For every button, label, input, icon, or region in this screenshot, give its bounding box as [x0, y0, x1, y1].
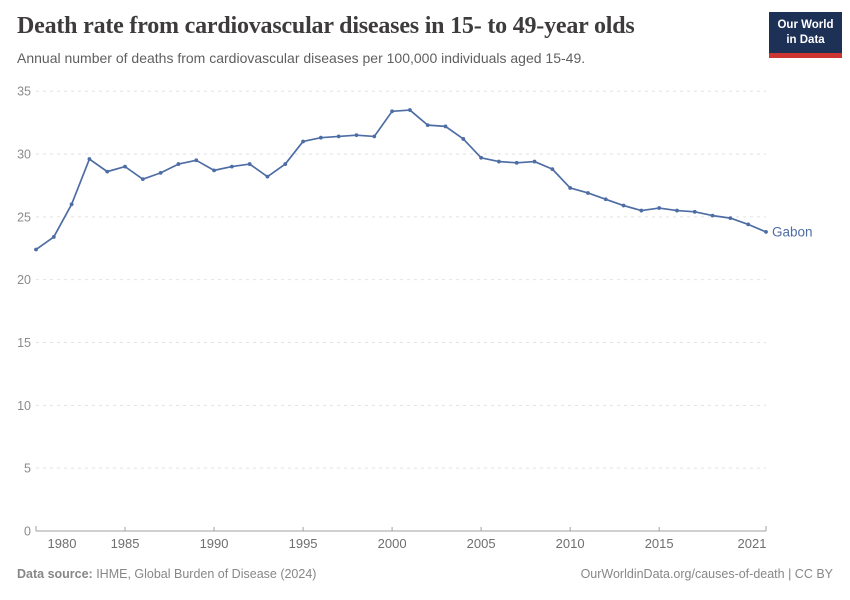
data-point[interactable] [194, 158, 199, 163]
y-axis-tick-label: 15 [17, 336, 31, 350]
y-axis-tick-label: 25 [17, 210, 31, 224]
data-point[interactable] [443, 124, 448, 129]
chart-subtitle: Annual number of deaths from cardiovascu… [17, 50, 586, 66]
owid-logo[interactable]: Our World in Data [769, 12, 842, 58]
data-point[interactable] [675, 208, 679, 213]
data-source-value: IHME, Global Burden of Disease (2024) [92, 567, 317, 581]
data-point[interactable] [372, 134, 377, 139]
data-point[interactable] [212, 168, 216, 173]
x-axis-tick-label: 1995 [289, 536, 318, 551]
data-point[interactable] [176, 162, 181, 166]
data-point[interactable] [728, 216, 733, 221]
y-axis-tick-label: 30 [17, 148, 31, 162]
data-point[interactable] [354, 133, 359, 138]
logo-line-2: in Data [786, 33, 825, 46]
x-axis-tick-label: 2010 [556, 536, 585, 551]
y-axis-tick-label: 20 [17, 273, 31, 287]
data-point[interactable] [532, 159, 537, 164]
x-axis-tick-label: 2000 [378, 536, 407, 551]
data-point[interactable] [586, 191, 590, 195]
y-axis-tick-label: 0 [24, 525, 31, 539]
x-axis-tick-label: 1990 [200, 536, 229, 551]
data-point[interactable] [461, 137, 466, 141]
line-chart-canvas: 0 5 10 15 20 25 30 35 1980 1985 1990 1995 2000 2005 20… [17, 85, 813, 551]
data-point[interactable] [639, 208, 644, 213]
data-point[interactable] [336, 134, 341, 139]
data-point[interactable] [408, 108, 412, 112]
page-title: Death rate from cardiovascular diseases … [17, 13, 635, 39]
data-point[interactable] [692, 209, 697, 214]
data-point[interactable] [283, 162, 288, 166]
data-point[interactable] [34, 247, 38, 252]
x-axis-tick-label: 2015 [645, 536, 674, 551]
footer-link[interactable]: OurWorldinData.org/causes-of-death | CC … [580, 567, 833, 581]
data-point[interactable] [265, 174, 270, 179]
y-axis-tick-label: 10 [17, 399, 31, 413]
data-point[interactable] [497, 159, 501, 164]
data-point[interactable] [301, 139, 305, 144]
data-point[interactable] [764, 230, 768, 234]
gabon-trend-line[interactable] [35, 109, 767, 251]
data-point[interactable] [514, 160, 519, 165]
data-point[interactable] [568, 186, 573, 190]
data-source-label: Data source: [17, 567, 93, 581]
x-axis-tick-label: 2005 [467, 536, 496, 551]
x-axis-tick-label: 1985 [111, 536, 140, 551]
data-point[interactable] [746, 222, 751, 227]
data-point[interactable] [657, 206, 662, 210]
data-point[interactable] [318, 135, 323, 140]
data-point[interactable] [105, 169, 110, 174]
data-point[interactable] [69, 202, 74, 207]
data-point[interactable] [51, 235, 56, 239]
data-point[interactable] [603, 197, 608, 202]
x-axis-tick-label: 1980 [48, 536, 77, 551]
data-point[interactable] [479, 155, 484, 160]
x-axis-tick-label: 2021 [738, 536, 767, 551]
data-point[interactable] [390, 109, 394, 114]
data-point[interactable] [140, 177, 145, 182]
data-point[interactable] [425, 123, 430, 128]
y-axis-tick-label: 5 [24, 462, 31, 476]
data-source-text: Data source: IHME, Global Burden of Dise… [17, 567, 316, 581]
data-point[interactable] [123, 164, 127, 169]
data-point[interactable] [247, 162, 252, 166]
y-axis-tick-label: 35 [17, 85, 31, 99]
data-point[interactable] [158, 170, 163, 175]
series-label-gabon[interactable]: Gabon [772, 224, 813, 239]
logo-line-1: Our World [777, 19, 834, 31]
data-point[interactable] [229, 164, 234, 169]
data-point[interactable] [710, 213, 715, 218]
data-point[interactable] [621, 203, 626, 208]
data-point[interactable] [550, 167, 555, 172]
data-point[interactable] [87, 157, 92, 161]
